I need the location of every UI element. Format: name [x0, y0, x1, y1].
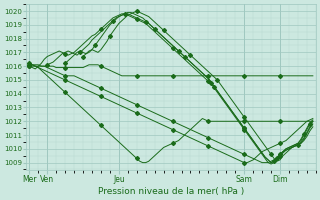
X-axis label: Pression niveau de la mer( hPa ): Pression niveau de la mer( hPa ) — [98, 187, 244, 196]
